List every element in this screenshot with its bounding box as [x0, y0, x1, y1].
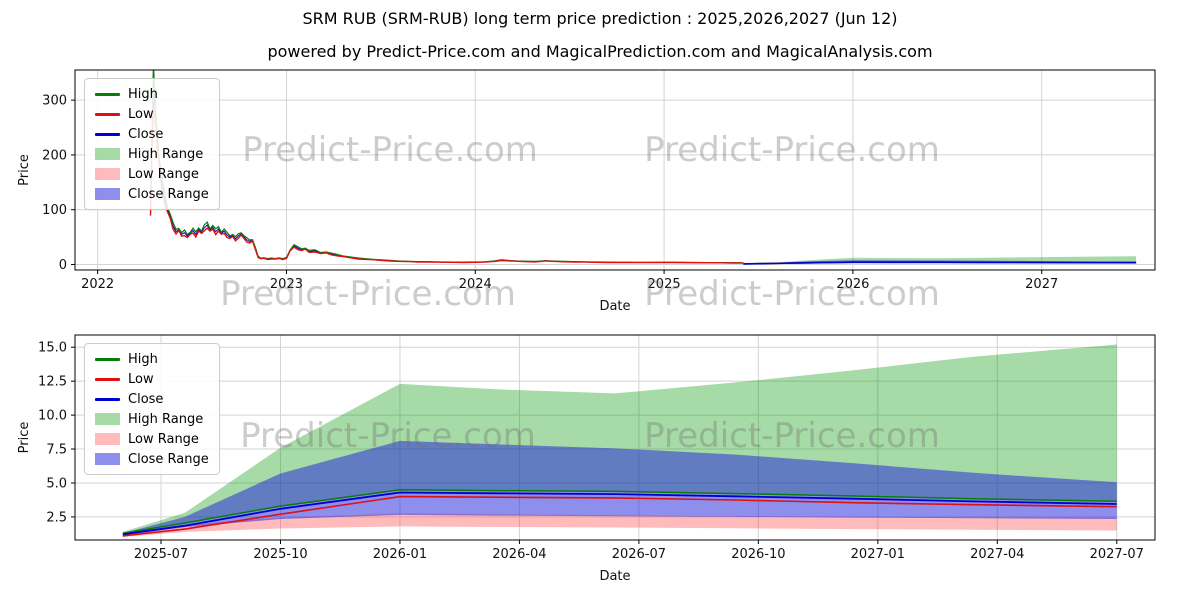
legend-patch-swatch: [95, 433, 120, 445]
y-tick-label: 10.0: [38, 409, 67, 424]
legend-patch-swatch: [95, 168, 120, 180]
legend-item-low: Low: [95, 371, 209, 387]
legend-item-low-range: Low Range: [95, 166, 209, 182]
x-tick-label: 2024: [459, 277, 492, 292]
y-axis-label: Price: [17, 154, 32, 186]
legend-patch-swatch: [95, 413, 120, 425]
legend-label: Low Range: [128, 166, 199, 182]
legend-patch-swatch: [95, 453, 120, 465]
prediction-low-line: [122, 495, 1117, 537]
legend-line-swatch: [95, 377, 120, 381]
y-tick-label: 5.0: [46, 476, 67, 491]
legend-item-high: High: [95, 351, 209, 367]
x-tick-label: 2022: [81, 277, 114, 292]
plot-border: [74, 334, 1156, 541]
legend-item-close-range: Close Range: [95, 186, 209, 202]
legend-forecast: High Low Close High Range Low Range Close Ran…: [84, 343, 220, 475]
y-tick-label: 200: [42, 148, 67, 163]
y-tick-label: 300: [42, 94, 67, 109]
x-tick-label: 2027: [1025, 277, 1058, 292]
x-tick-label: 2025-10: [253, 547, 307, 562]
chart-title: SRM RUB (SRM-RUB) long term price predic…: [302, 9, 898, 28]
prediction-close-line: [122, 491, 1117, 536]
legend-line-swatch: [95, 132, 120, 136]
legend-label: Close Range: [128, 451, 209, 467]
legend-item-low-range: Low Range: [95, 431, 209, 447]
history-close-line: [150, 80, 744, 264]
history-high-line: [149, 70, 744, 264]
chart-subtitle: powered by Predict-Price.com and Magical…: [267, 42, 933, 61]
history-low-line: [149, 97, 744, 264]
legend-line-swatch: [95, 112, 120, 116]
y-axis-label: Price: [17, 422, 32, 454]
legend-item-close: Close: [95, 391, 209, 407]
legend-line-swatch: [95, 92, 120, 96]
y-tick-label: 12.5: [38, 375, 67, 390]
prediction-close-line: [743, 261, 1137, 265]
chart-overview: 2022 2023 2024 2025 2026 2027 0 100 200 300 Date Pr…: [17, 69, 1156, 314]
legend-patch-swatch: [95, 188, 120, 200]
legend-item-close: Close: [95, 126, 209, 142]
x-tick-label: 2025: [648, 277, 681, 292]
plot-border: [74, 69, 1156, 271]
y-tick-label: 7.5: [46, 443, 67, 458]
legend-line-swatch: [95, 357, 120, 361]
close-range-area: [122, 440, 1117, 536]
low-range-area: [122, 513, 1117, 537]
legend-line-swatch: [95, 397, 120, 401]
legend-label: Low: [128, 106, 154, 122]
legend-item-high: High: [95, 86, 209, 102]
legend-overview: High Low Close High Range Low Range Close Ran…: [84, 78, 220, 210]
x-tick-label: 2026: [836, 277, 869, 292]
x-tick-label: 2023: [270, 277, 303, 292]
x-axis-label: Date: [599, 569, 630, 584]
legend-patch-swatch: [95, 148, 120, 160]
prediction-high-line: [122, 489, 1117, 534]
x-tick-label: 2027-07: [1090, 547, 1144, 562]
y-tick-label: 15.0: [38, 341, 67, 356]
legend-label: Close: [128, 391, 164, 407]
legend-label: High: [128, 86, 158, 102]
legend-item-high-range: High Range: [95, 146, 209, 162]
y-tick-label: 2.5: [46, 510, 67, 525]
x-tick-label: 2025-07: [134, 547, 188, 562]
x-tick-label: 2026-01: [373, 547, 427, 562]
legend-label: Low Range: [128, 431, 199, 447]
x-tick-label: 2026-07: [612, 547, 666, 562]
legend-label: High: [128, 351, 158, 367]
x-axis-label: Date: [599, 299, 630, 314]
y-tick-label: 0: [59, 258, 67, 273]
legend-item-high-range: High Range: [95, 411, 209, 427]
x-tick-label: 2026-10: [731, 547, 785, 562]
legend-item-low: Low: [95, 106, 209, 122]
legend-item-close-range: Close Range: [95, 451, 209, 467]
x-tick-label: 2027-01: [851, 547, 905, 562]
legend-label: Close: [128, 126, 164, 142]
legend-label: High Range: [128, 411, 204, 427]
legend-label: Low: [128, 371, 154, 387]
chart-forecast: 2025-07 2025-10 2026-01 2026-04 2026-07 2026-…: [17, 334, 1156, 584]
legend-label: High Range: [128, 146, 204, 162]
x-tick-label: 2027-04: [970, 547, 1024, 562]
x-tick-label: 2026-04: [492, 547, 546, 562]
y-tick-label: 100: [42, 203, 67, 218]
legend-label: Close Range: [128, 186, 209, 202]
